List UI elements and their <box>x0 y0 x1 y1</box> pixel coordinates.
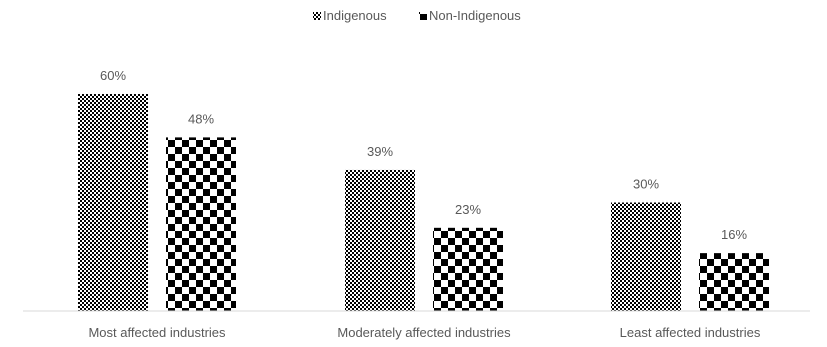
legend-label-indigenous: Indigenous <box>323 8 387 23</box>
value-labels-group: 60% 39% 30% 48% 23% 16% <box>100 68 747 242</box>
legend: Indigenous Non-Indigenous <box>313 8 521 23</box>
value-label-indigenous-most-affected-industries: 60% <box>100 68 126 83</box>
bar-non-indigenous-most-affected-industries <box>166 137 236 311</box>
value-label-non-indigenous-moderately-affected-industries: 23% <box>455 202 481 217</box>
category-label-least-affected: Least affected industries <box>620 325 761 340</box>
bars-group <box>78 94 769 311</box>
category-labels: Most affected industries Moderately affe… <box>88 325 760 340</box>
legend-item-indigenous: Indigenous <box>313 8 387 23</box>
legend-item-non-indigenous: Non-Indigenous <box>419 8 521 23</box>
bar-indigenous-most-affected-industries <box>78 94 148 311</box>
value-label-indigenous-moderately-affected-industries: 39% <box>367 144 393 159</box>
value-label-indigenous-least-affected-industries: 30% <box>633 177 659 192</box>
value-label-non-indigenous-most-affected-industries: 48% <box>188 111 214 126</box>
bar-non-indigenous-least-affected-industries <box>699 253 769 311</box>
category-label-moderately-affected: Moderately affected industries <box>337 325 511 340</box>
bar-non-indigenous-moderately-affected-industries <box>433 227 503 311</box>
bar-indigenous-moderately-affected-industries <box>345 169 415 311</box>
value-label-non-indigenous-least-affected-industries: 16% <box>721 227 747 242</box>
bar-indigenous-least-affected-industries <box>611 202 681 311</box>
legend-label-non-indigenous: Non-Indigenous <box>429 8 521 23</box>
legend-swatch-non-indigenous <box>419 12 427 20</box>
category-label-most-affected: Most affected industries <box>88 325 226 340</box>
legend-swatch-indigenous <box>313 12 321 20</box>
